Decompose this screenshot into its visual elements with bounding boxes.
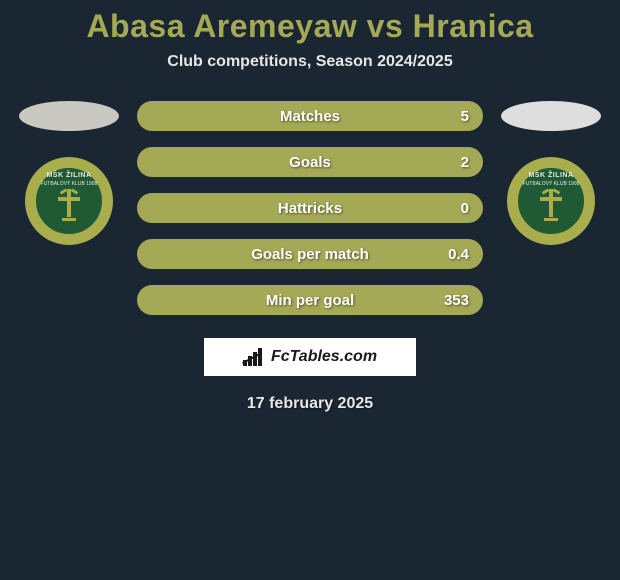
badge-top-text: MŠK ŽILINA: [518, 172, 584, 179]
stat-label: Hattricks: [278, 200, 342, 217]
badge-top-text: MŠK ŽILINA: [36, 172, 102, 179]
stat-label: Goals per match: [251, 246, 369, 263]
stat-label: Min per goal: [266, 292, 354, 309]
player-headshot-placeholder-left: [19, 101, 119, 131]
club-badge-inner: MŠK ŽILINA FUTBALOVÝ KLUB 1908: [516, 166, 586, 236]
page-title: Abasa Aremeyaw vs Hranica: [0, 8, 620, 45]
stat-bar: Goals 2: [137, 147, 483, 177]
brand-box: FcTables.com: [203, 337, 417, 377]
infographic-root: Abasa Aremeyaw vs Hranica Club competiti…: [0, 0, 620, 413]
player-headshot-placeholder-right: [501, 101, 601, 131]
stat-bar: Goals per match 0.4: [137, 239, 483, 269]
stat-bar: Matches 5: [137, 101, 483, 131]
stat-label: Matches: [280, 108, 340, 125]
page-subtitle: Club competitions, Season 2024/2025: [0, 53, 620, 71]
brand-text: FcTables.com: [271, 348, 377, 366]
stat-bar: Hattricks 0: [137, 193, 483, 223]
badge-cross-icon: [538, 187, 564, 221]
badge-cross-icon: [56, 187, 82, 221]
stat-bar: Min per goal 353: [137, 285, 483, 315]
stat-value: 353: [444, 292, 469, 309]
stat-value: 2: [461, 154, 469, 171]
club-badge-right: MŠK ŽILINA FUTBALOVÝ KLUB 1908: [507, 157, 595, 245]
stat-label: Goals: [289, 154, 331, 171]
club-badge-left: MŠK ŽILINA FUTBALOVÝ KLUB 1908: [25, 157, 113, 245]
stat-value: 0: [461, 200, 469, 217]
stats-bars: Matches 5 Goals 2 Hattricks 0 Goals per …: [137, 101, 483, 315]
content-row: MŠK ŽILINA FUTBALOVÝ KLUB 1908 Matches 5…: [0, 101, 620, 315]
right-column: MŠK ŽILINA FUTBALOVÝ KLUB 1908: [501, 101, 601, 245]
date-label: 17 february 2025: [0, 395, 620, 413]
club-badge-inner: MŠK ŽILINA FUTBALOVÝ KLUB 1908: [34, 166, 104, 236]
bar-chart-icon: [243, 348, 265, 366]
stat-value: 0.4: [448, 246, 469, 263]
stat-value: 5: [461, 108, 469, 125]
left-column: MŠK ŽILINA FUTBALOVÝ KLUB 1908: [19, 101, 119, 245]
